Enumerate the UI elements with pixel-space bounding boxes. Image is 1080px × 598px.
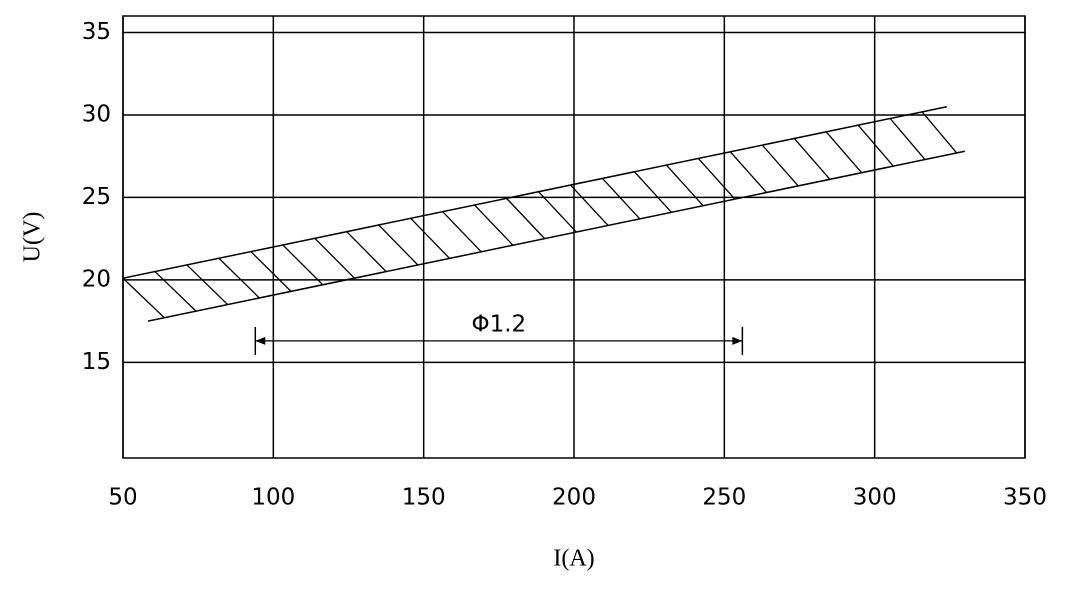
hatch <box>665 164 704 207</box>
annotation-label: Φ1.2 <box>471 311 526 337</box>
series-line <box>122 105 947 279</box>
hatch <box>601 177 641 220</box>
hatch <box>314 237 355 279</box>
hatch <box>921 111 958 154</box>
y-tick-label: 35 <box>82 19 111 45</box>
hatch <box>729 151 768 193</box>
hatch <box>570 184 609 226</box>
hatch <box>378 224 419 266</box>
arrow-head <box>732 336 743 345</box>
hatch <box>186 264 229 305</box>
y-tick-label: 30 <box>82 101 111 127</box>
hatch <box>538 191 577 233</box>
hatch <box>410 217 451 259</box>
hatch <box>442 211 482 253</box>
hatch <box>825 131 863 174</box>
x-tick-label: 50 <box>108 485 137 511</box>
hatch <box>282 244 324 286</box>
hatch <box>793 138 831 180</box>
x-tick-label: 100 <box>251 485 295 511</box>
hatch <box>506 197 546 240</box>
hatch <box>250 251 292 292</box>
y-tick-label: 15 <box>82 349 111 375</box>
hatch <box>857 124 894 167</box>
x-tick-label: 350 <box>1003 485 1047 511</box>
x-tick-label: 250 <box>702 485 746 511</box>
arrow-head <box>255 336 266 345</box>
y-tick-label: 25 <box>82 184 111 210</box>
series-line <box>147 150 966 322</box>
x-axis-label: I(A) <box>553 546 594 572</box>
hatch <box>889 118 926 160</box>
hatch <box>346 231 387 273</box>
x-tick-label: 150 <box>402 485 446 511</box>
y-axis-label: U(V) <box>20 212 46 263</box>
x-tick-label: 300 <box>853 485 897 511</box>
hatch <box>218 257 260 299</box>
y-tick-label: 20 <box>82 266 111 292</box>
hatch <box>122 277 165 319</box>
hatch <box>633 171 672 213</box>
hatch <box>697 158 736 200</box>
hatch <box>154 271 197 312</box>
x-tick-label: 200 <box>552 485 596 511</box>
hatch <box>761 144 799 187</box>
hatch <box>474 204 514 246</box>
